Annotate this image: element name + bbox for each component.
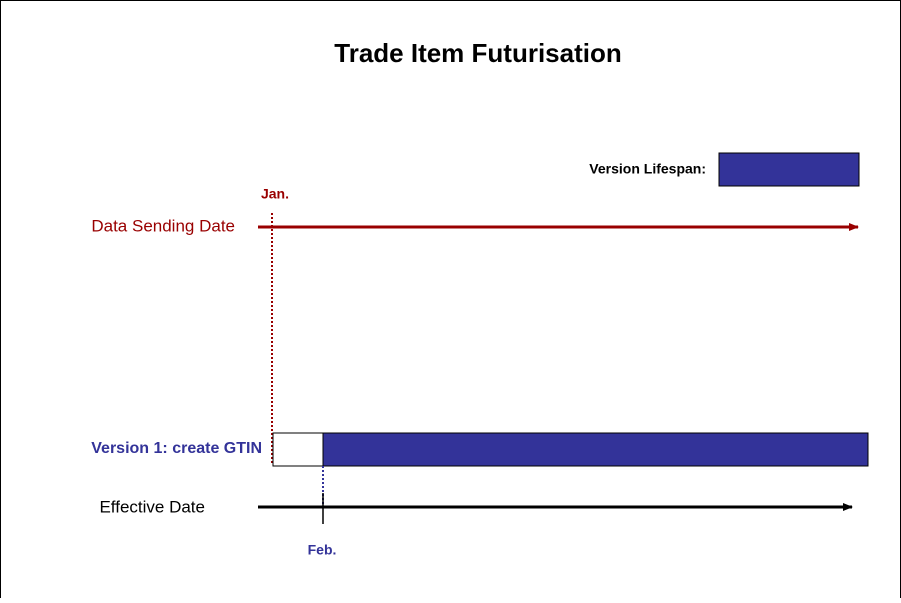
legend-label: Version Lifespan: xyxy=(589,161,706,177)
feb-marker: Feb. xyxy=(308,542,337,558)
jan-marker: Jan. xyxy=(261,186,289,202)
sending-label: Data Sending Date xyxy=(91,216,235,235)
lifespan-bar xyxy=(322,432,869,467)
legend-swatch xyxy=(718,152,860,187)
title: Trade Item Futurisation xyxy=(334,38,622,68)
version-label: Version 1: create GTIN xyxy=(91,440,262,457)
effective-label: Effective Date xyxy=(99,497,205,516)
pending-box xyxy=(272,432,324,467)
